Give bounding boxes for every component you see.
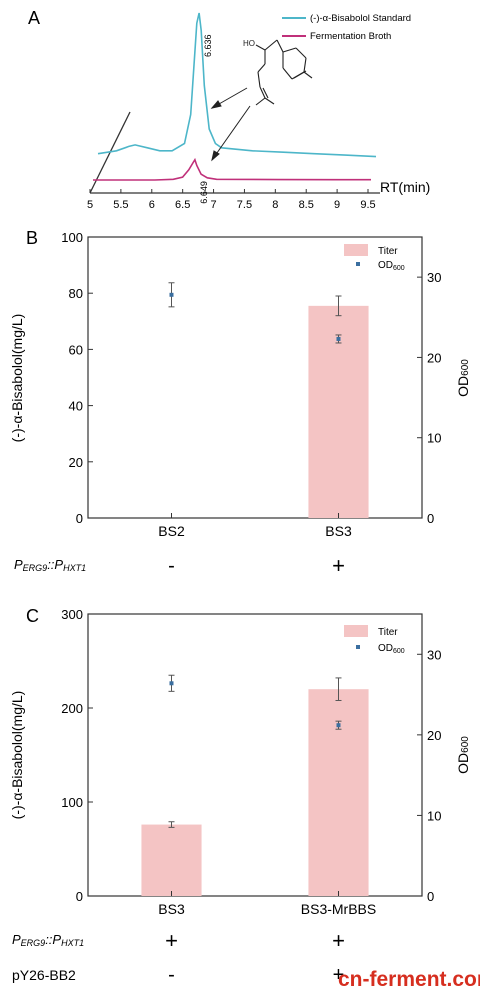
panel-b-plot-frame [87,236,423,519]
y2-tick-label: 0 [427,889,434,904]
titer-bar [308,689,369,896]
condition-label-plasmid: pY26-BB2 [12,967,76,983]
panel-c-y2-axis-label: OD600 [455,736,471,774]
y2-tick-label: 30 [427,647,441,662]
panel-a-series-broth-line [93,157,371,181]
panel-a-x-tick-label: 7 [210,199,216,211]
panel-c-plot-frame [87,613,423,897]
panel-a-legend: (-)-α-Bisabolol Standard Fermentation Br… [282,13,411,42]
od-point [169,292,174,297]
legend-swatch-titer [344,625,368,637]
structure-arrows [210,87,251,162]
condition-sign-bs2: - [168,555,175,577]
y2-tick-label: 30 [427,270,441,285]
category-label: BS3-MrBBS [301,901,376,917]
panel-c-condition-rows: PERG9::PHXT1 + + pY26-BB2 - + [12,928,345,986]
y2-tick-label: 0 [427,511,434,526]
panel-c-y-ticks: 0 100 200 300 [61,607,93,904]
od-point [169,681,174,686]
structure-ho-label: HO [243,39,255,48]
y2-tick-label: 10 [427,431,441,446]
panel-c-y-axis-label: (-)-α-Bisabolol(mg/L) [9,691,25,820]
condition-sign-plasmid-mrbbs: + [333,964,345,986]
y-tick-label: 80 [69,286,83,301]
bisabolol-structure-diagram: HO [243,39,313,106]
panel-a-x-tick-label: 9.5 [360,199,375,211]
condition-sign-promoter-mrbbs: + [332,928,345,953]
panel-b-y2-axis-label: OD600 [455,359,471,397]
panel-c-bar-chart: C 0 100 200 300 0 10 20 30 BS3 BS3-MrBBS (-)-α-… [9,606,471,986]
y2-tick-label: 20 [427,350,441,365]
panel-b-bar-chart: B 0 20 40 60 80 100 0 10 20 30 BS2 BS3 (-)-α-Bisa… [9,228,471,578]
panel-b-y2-ticks: 0 10 20 30 [417,270,441,526]
legend-label-standard: (-)-α-Bisabolol Standard [310,13,411,24]
panel-a-x-tick-label: 5 [87,199,93,211]
panel-a-x-tick-label: 6 [149,199,155,211]
panel-b-bars [168,282,369,518]
panel-a-peak-label-standard: 6.636 [203,34,213,57]
panel-a-x-axis-label: RT(min) [380,179,430,195]
panel-a-x-tick-label: 8.5 [299,199,314,211]
panel-a-peak-label-broth: 6.649 [199,181,209,204]
panel-c-categories: BS3 BS3-MrBBS [158,891,376,917]
panel-a-series-standard-line [97,12,377,158]
panel-a-x-tick-label: 5.5 [113,199,128,211]
panel-b-label: B [26,228,38,248]
y-tick-label: 200 [61,701,83,716]
panel-a-x-tick-label: 7.5 [237,199,252,211]
legend-label-od: OD600 [378,643,405,655]
category-label: BS3 [325,523,352,539]
legend-swatch-od [356,645,360,649]
legend-label-titer: Titer [378,246,398,257]
condition-sign-bs3: + [332,553,345,578]
panel-a-x-tick-label: 6.5 [175,199,190,211]
panel-a-x-tick-label: 9 [334,199,340,211]
condition-sign-plasmid-bs3: - [168,964,175,986]
panel-a-label: A [28,8,40,28]
watermark-logo: cn-ferment.com [338,968,480,991]
panel-a-x-ticks: 5 5.5 6 6.5 7 7.5 8 8.5 9 9.5 [87,189,376,211]
panel-b-y-axis-label: (-)-α-Bisabolol(mg/L) [9,314,25,443]
legend-swatch-od [356,262,360,266]
panel-b-categories: BS2 BS3 [158,513,352,539]
y-tick-label: 100 [61,795,83,810]
y2-tick-label: 10 [427,808,441,823]
condition-label-promoter: PERG9::PHXT1 [12,932,84,948]
category-label: BS2 [158,523,185,539]
panel-c-y2-ticks: 0 10 20 30 [417,647,441,904]
legend-label-od: OD600 [378,260,405,272]
panel-c-label: C [26,606,39,626]
legend-label-titer: Titer [378,627,398,638]
y-tick-label: 40 [69,399,83,414]
condition-sign-promoter-bs3: + [165,928,178,953]
y2-tick-label: 20 [427,728,441,743]
watermark-text: cn-ferment.com [338,968,480,991]
category-label: BS3 [158,901,185,917]
panel-a-x-tick-label: 8 [272,199,278,211]
panel-a-chromatogram: A 5 5.5 6 6.5 7 7.5 8 8.5 9 9.5 RT(min) 6.636 6.6… [28,8,430,211]
y-tick-label: 0 [76,511,83,526]
panel-c-legend: Titer OD600 [344,625,405,655]
titer-bar [141,824,202,896]
condition-label-promoter: PERG9::PHXT1 [14,557,86,573]
y-tick-label: 20 [69,455,83,470]
y-tick-label: 300 [61,607,83,622]
panel-c-bars [141,674,369,896]
y-tick-label: 60 [69,342,83,357]
legend-swatch-titer [344,244,368,256]
od-point [336,336,341,341]
legend-label-broth: Fermentation Broth [310,31,391,42]
panel-b-y-ticks: 0 20 40 60 80 100 [61,230,93,526]
od-point [336,723,341,728]
panel-b-condition-row: PERG9::PHXT1 - + [14,553,345,578]
y-tick-label: 100 [61,230,83,245]
y-tick-label: 0 [76,889,83,904]
panel-b-legend: Titer OD600 [344,244,405,272]
